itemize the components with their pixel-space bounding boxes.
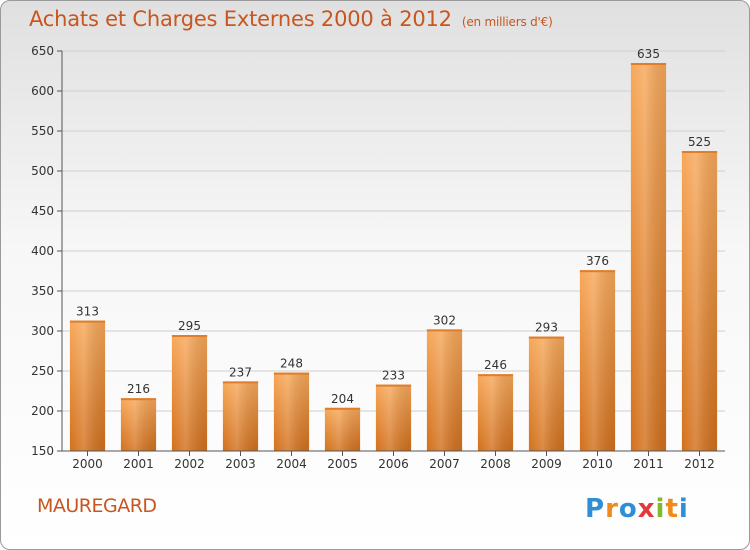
chart-unit: (en milliers d'€) <box>461 15 553 29</box>
bar-cap <box>171 335 208 337</box>
y-tick-label: 650 <box>31 44 54 58</box>
x-tick-label: 2012 <box>684 457 715 471</box>
x-tick-label: 2011 <box>633 457 664 471</box>
x-tick-label: 2010 <box>582 457 613 471</box>
data-label: 525 <box>688 135 711 149</box>
y-tick-label: 350 <box>31 284 54 298</box>
x-tick-label: 2008 <box>480 457 511 471</box>
bar-shine <box>171 335 208 451</box>
chart-title-text: Achats et Charges Externes 2000 à 2012 <box>29 7 452 31</box>
x-tick-label: 2006 <box>378 457 409 471</box>
bar-shine <box>681 151 718 451</box>
y-tick-label: 550 <box>31 124 54 138</box>
bar-shine <box>273 372 310 451</box>
data-label: 237 <box>229 365 252 379</box>
bar-cap <box>477 374 514 377</box>
logo-letter: i <box>656 494 666 524</box>
x-tick-label: 2003 <box>225 457 256 471</box>
logo-letter: P <box>585 494 605 524</box>
bar-shine <box>375 384 412 451</box>
x-tick-label: 2005 <box>327 457 358 471</box>
bar-shine <box>528 336 565 451</box>
y-tick-label: 150 <box>31 444 54 458</box>
town-name: MAUREGARD <box>37 495 157 517</box>
bar-cap <box>273 372 310 375</box>
bar-cap <box>69 320 106 323</box>
data-label: 233 <box>382 369 405 383</box>
data-label: 216 <box>127 382 150 396</box>
bar-shine <box>426 329 463 451</box>
svg-text:Proxiti: Proxiti <box>585 494 689 524</box>
bar-shine <box>222 381 259 451</box>
logo-letter: i <box>679 494 689 524</box>
data-label: 293 <box>535 321 558 335</box>
bar-cap <box>222 381 259 384</box>
bar-cap <box>579 270 616 273</box>
logo-letter: x <box>638 494 656 524</box>
bar-shine <box>477 374 514 451</box>
data-label: 302 <box>433 313 456 327</box>
bar-cap <box>324 407 361 410</box>
bar-shine <box>630 63 667 451</box>
x-tick-label: 2000 <box>72 457 103 471</box>
data-label: 313 <box>76 305 99 319</box>
bar-cap <box>528 336 565 339</box>
bars: 313 216 295 237 248 204 233 302 246 293 376 635 525 <box>69 47 718 451</box>
data-label: 295 <box>178 319 201 333</box>
y-tick-label: 600 <box>31 84 54 98</box>
y-tick-label: 250 <box>31 364 54 378</box>
x-tick-label: 2002 <box>174 457 205 471</box>
bar-shine <box>324 407 361 451</box>
axes: 150 200 250 300 350 400 450 500 550 600 650 2000 200… <box>31 44 725 471</box>
y-tick-label: 450 <box>31 204 54 218</box>
data-label: 248 <box>280 357 303 371</box>
data-label: 376 <box>586 254 609 268</box>
data-label: 635 <box>637 47 660 61</box>
bar-shine <box>120 398 157 451</box>
bar-cap <box>375 384 412 387</box>
x-tick-label: 2004 <box>276 457 307 471</box>
bar-cap <box>630 63 667 65</box>
chart-title: Achats et Charges Externes 2000 à 2012 (e… <box>29 7 553 31</box>
bar-shine <box>579 270 616 451</box>
logo-letter: r <box>605 494 619 524</box>
bar-shine <box>69 320 106 451</box>
x-tick-label: 2001 <box>123 457 154 471</box>
bar-cap <box>426 329 463 332</box>
proxiti-logo: Proxiti <box>585 494 689 524</box>
y-tick-label: 200 <box>31 404 54 418</box>
y-tick-label: 500 <box>31 164 54 178</box>
bar-cap <box>681 151 718 153</box>
x-tick-label: 2007 <box>429 457 460 471</box>
data-label: 246 <box>484 358 507 372</box>
bar-cap <box>120 398 157 401</box>
y-tick-label: 400 <box>31 244 54 258</box>
logo-letter: o <box>619 494 638 524</box>
logo-letter: t <box>665 494 678 524</box>
y-tick-label: 300 <box>31 324 54 338</box>
data-label: 204 <box>331 392 354 406</box>
x-tick-label: 2009 <box>531 457 562 471</box>
